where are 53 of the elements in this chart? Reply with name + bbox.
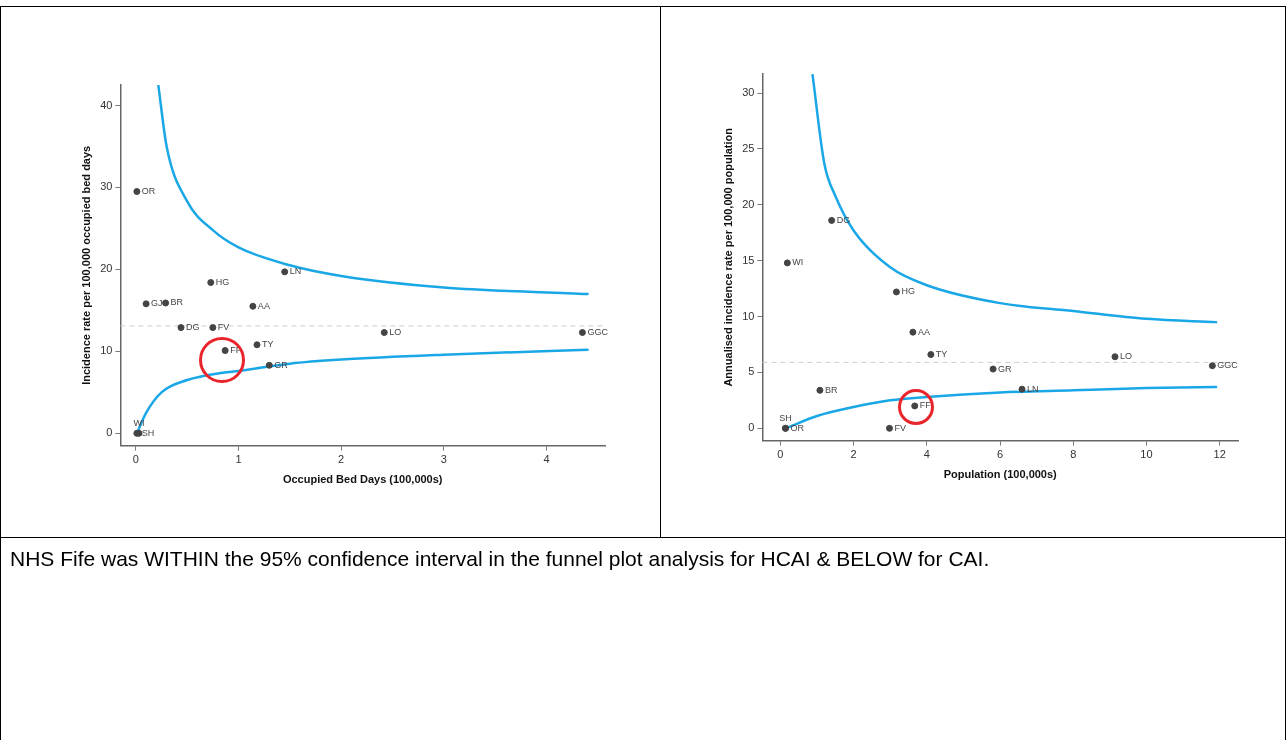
data-label: LN (289, 266, 302, 277)
x-tick-label: 0 (132, 453, 139, 466)
y-tick-label: 10 (742, 309, 755, 322)
y-tick-label: 25 (742, 141, 755, 154)
data-label: WI (792, 257, 804, 268)
y-axis-title: Incidence rate per 100,000 occupied bed days (79, 145, 92, 385)
x-tick-label: 3 (440, 453, 447, 466)
data-label: BR (170, 297, 184, 308)
x-tick-label: 10 (1140, 448, 1153, 461)
y-tick-label: 30 (742, 86, 755, 99)
y-tick-label: 0 (748, 421, 755, 434)
data-label: GGC (1217, 360, 1239, 371)
data-label: DG (186, 322, 200, 333)
y-tick-label: 20 (100, 262, 113, 275)
data-label: GJ (151, 298, 163, 309)
x-tick-label: 2 (850, 448, 857, 461)
x-tick-label: 12 (1213, 448, 1226, 461)
x-tick-label: 4 (923, 448, 930, 461)
y-tick-label: 10 (100, 344, 113, 357)
data-label: GGC (587, 326, 609, 337)
data-label: GR (998, 363, 1013, 374)
x-tick-label: 2 (338, 453, 345, 466)
data-label: AA (917, 326, 930, 337)
y-tick-label: 40 (100, 98, 113, 111)
y-tick-label: 0 (106, 426, 113, 439)
data-label: FF (919, 400, 932, 411)
data-label: TY (261, 339, 274, 350)
x-axis-title: Occupied Bed Days (100,000s) (282, 473, 443, 486)
data-label: HG (901, 286, 915, 297)
x-tick-label: 4 (543, 453, 550, 466)
data-label: BR (824, 384, 838, 395)
data-label: OR (790, 422, 805, 433)
data-label: LO (1119, 351, 1132, 362)
y-tick-label: 20 (742, 197, 755, 210)
data-label: AA (257, 300, 270, 311)
x-tick-label: 1 (235, 453, 242, 466)
x-tick-label: 6 (996, 448, 1004, 461)
data-label: OR (141, 186, 156, 197)
y-axis-title: Annualised incidence rate per 100,000 population (721, 127, 734, 387)
data-label: FV (217, 322, 230, 333)
data-label: SH (141, 427, 155, 438)
y-tick-label: 15 (742, 253, 755, 266)
data-label: LO (389, 326, 402, 337)
data-label: SH (779, 412, 792, 423)
y-tick-label: 5 (748, 365, 755, 378)
x-tick-label: 0 (777, 448, 784, 461)
data-label: HG (215, 276, 230, 287)
data-label: TY (935, 349, 948, 360)
x-axis-title: Population (100,000s) (943, 468, 1058, 481)
x-tick-label: 8 (1070, 448, 1077, 461)
data-label: FV (894, 422, 906, 433)
text: NHS Fife was WITHIN the 95% confidence interval in the funnel plot analysis for HCAI & BELOW for CAI. (10, 547, 991, 571)
y-tick-label: 30 (100, 180, 113, 193)
